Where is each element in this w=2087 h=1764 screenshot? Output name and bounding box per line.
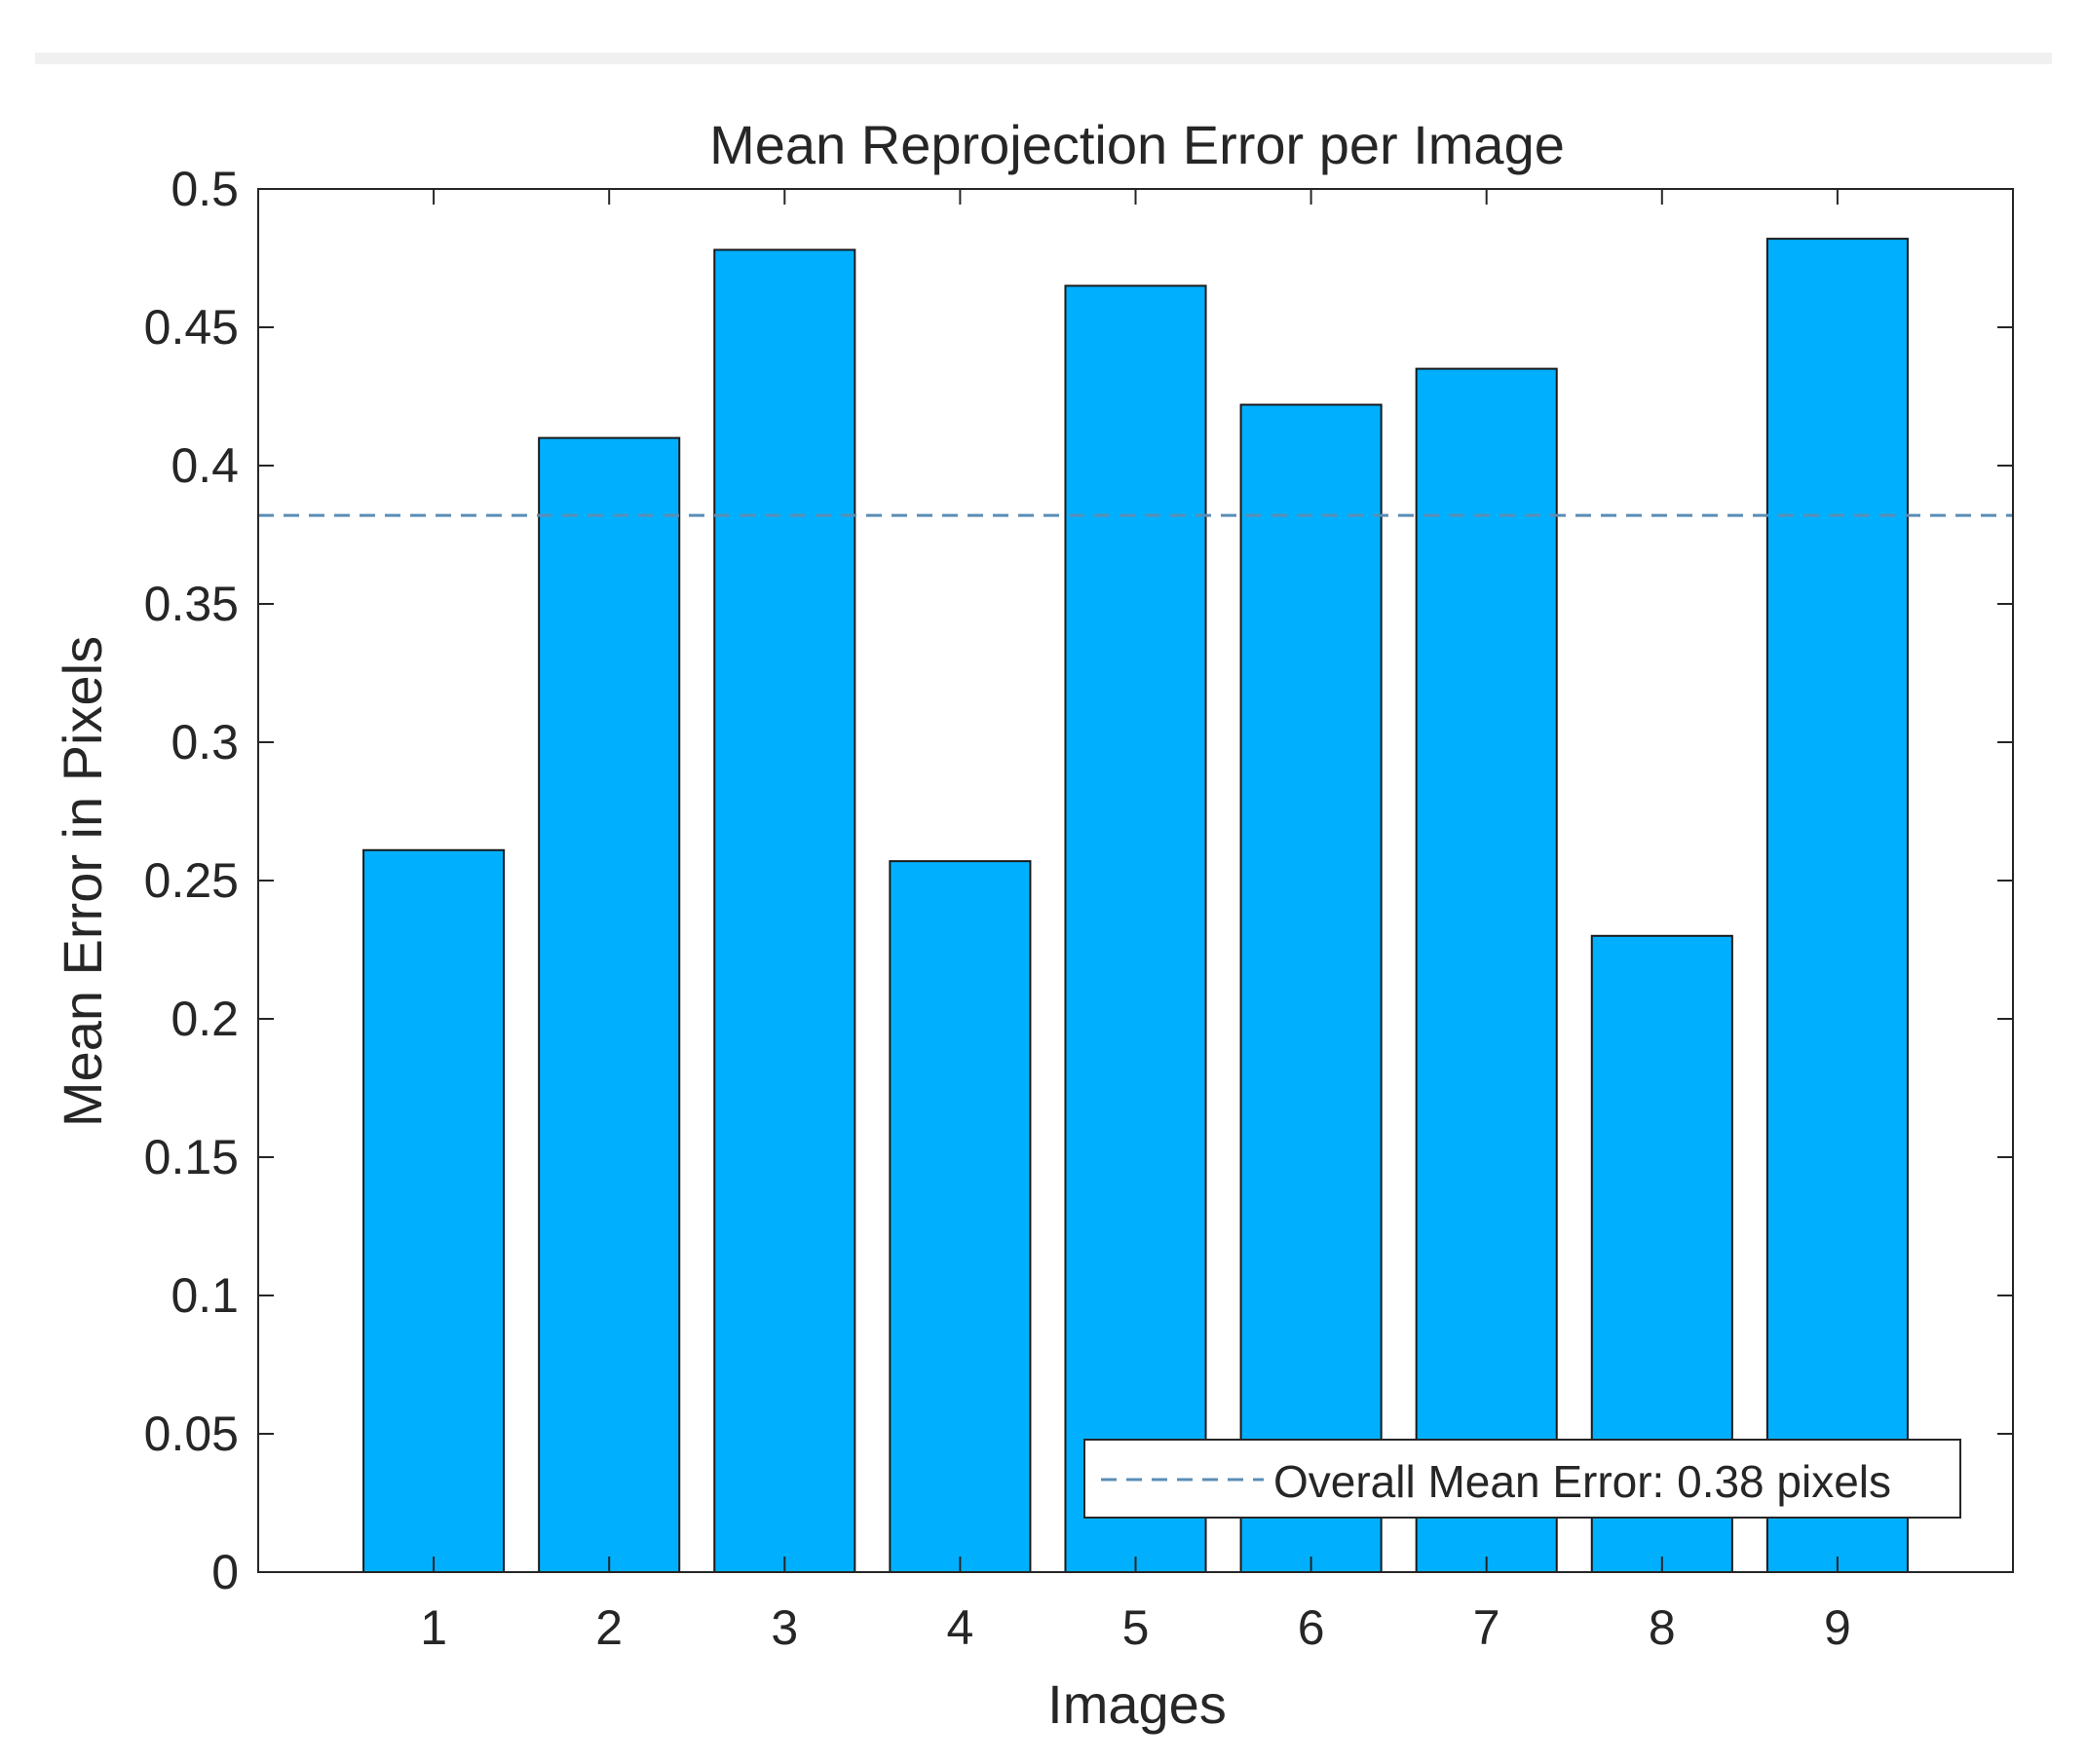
y-tick-label: 0.25	[144, 853, 239, 908]
bar-image-9	[1765, 238, 1909, 1573]
x-tick-label: 1	[420, 1600, 447, 1655]
bar-image-5	[1064, 284, 1207, 1573]
y-tick-label: 0.2	[171, 992, 239, 1046]
bar-image-3	[713, 248, 856, 1574]
y-tick-label: 0.3	[171, 715, 239, 769]
bars-layer	[362, 238, 1909, 1574]
x-tick-label: 6	[1298, 1600, 1325, 1655]
chart-title: Mean Reprojection Error per Image	[709, 114, 1565, 175]
y-tick-label: 0.35	[144, 577, 239, 631]
x-axis-label: Images	[1047, 1673, 1227, 1735]
bar-image-7	[1415, 367, 1558, 1574]
y-tick-label: 0	[211, 1545, 239, 1599]
y-tick-label: 0.1	[171, 1268, 239, 1323]
y-tick-label: 0.4	[171, 438, 239, 493]
legend: Overall Mean Error: 0.38 pixels	[1083, 1439, 1961, 1519]
bar-image-4	[889, 860, 1032, 1573]
x-tick-label: 9	[1824, 1600, 1851, 1655]
y-tick-label: 0.15	[144, 1130, 239, 1184]
x-tick-label: 7	[1473, 1600, 1500, 1655]
x-tick-label: 4	[946, 1600, 973, 1655]
bar-image-2	[538, 436, 681, 1574]
x-tick-label: 8	[1649, 1600, 1676, 1655]
y-tick-label: 0.05	[144, 1407, 239, 1461]
y-tick-label: 0.45	[144, 300, 239, 355]
y-axis-label: Mean Error in Pixels	[52, 636, 113, 1127]
x-tick-label: 5	[1122, 1600, 1150, 1655]
x-tick-label: 3	[771, 1600, 798, 1655]
x-tick-label: 2	[595, 1600, 623, 1655]
legend-label: Overall Mean Error: 0.38 pixels	[1273, 1456, 1891, 1507]
bar-image-1	[362, 848, 506, 1573]
y-tick-label: 0.5	[171, 162, 239, 216]
bar-image-6	[1239, 403, 1383, 1573]
ticks-layer: 0 0.05 0.1 0.15 0.2 0.25 0.3 0.35 0.4 0.45 0.5 1 2 3 4…	[144, 162, 2013, 1655]
window-top-strip	[35, 53, 2052, 64]
